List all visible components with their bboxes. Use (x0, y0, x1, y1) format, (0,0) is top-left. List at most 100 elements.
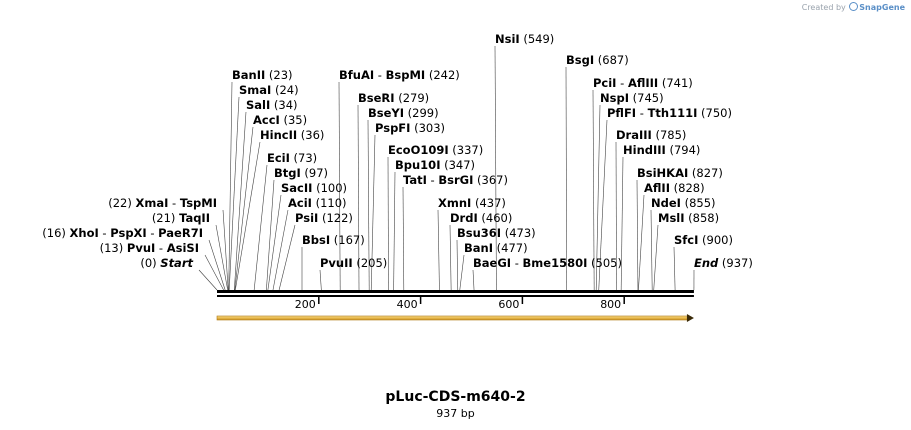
enzyme-name-baegi: BaeGI (473, 256, 511, 270)
connector-nspi (595, 104, 601, 291)
site-position-aflii: (828) (670, 181, 705, 195)
site-label-hincii[interactable]: HincII (36) (260, 128, 324, 142)
site-position-sali: (34) (270, 98, 297, 112)
connector-ecoo109i (387, 156, 389, 291)
site-label-bseyi[interactable]: BseYI (299) (368, 106, 439, 120)
site-position-sfci: (900) (698, 233, 733, 247)
enzyme-name-afliii: AflIII (628, 76, 658, 90)
connector-sali (234, 111, 247, 291)
enzyme-name-ecii: EciI (267, 151, 290, 165)
site-label-ecii[interactable]: EciI (73) (267, 151, 317, 165)
sequence-length: 937 bp (436, 407, 475, 420)
enzyme-name-msli: MslI (658, 211, 685, 225)
site-position-bfuai-bspmi: (242) (425, 68, 460, 82)
site-label-sfci[interactable]: SfcI (900) (674, 233, 733, 247)
connector-pvui-asisi (204, 254, 224, 291)
site-label-tati-bsrgi[interactable]: TatI - BsrGI (367) (403, 173, 508, 187)
site-position-bsgi: (687) (594, 53, 629, 67)
site-position-xhoi-pspxi-paer7i: (16) (42, 226, 69, 240)
sequence-name: pLuc-CDS-m640-2 (385, 389, 526, 405)
site-label-pvui-asisi[interactable]: (13) PvuI - AsiSI (100, 241, 199, 255)
site-label-psii[interactable]: PsiI (122) (295, 211, 353, 225)
axis-tick-label-800: 800 (600, 298, 621, 311)
site-label-nsii[interactable]: NsiI (549) (495, 32, 554, 46)
site-label-start[interactable]: (0) Start (140, 256, 193, 270)
site-position-pcii-afliii: (741) (658, 76, 693, 90)
site-label-ecoo109i[interactable]: EcoO109I (337) (388, 143, 483, 157)
site-label-aflii[interactable]: AflII (828) (644, 181, 705, 195)
connector-acii (272, 209, 289, 291)
enzyme-name-tati: TatI (403, 173, 427, 187)
axis-tick-label-400: 400 (397, 298, 418, 311)
site-label-smai[interactable]: SmaI (24) (239, 83, 299, 97)
enzyme-name-aflii: AflII (644, 181, 670, 195)
connector-acci (234, 126, 254, 291)
site-label-xhoi-pspxi-paer7i[interactable]: (16) XhoI - PspXI - PaeR7I (42, 226, 203, 240)
site-label-bbsi[interactable]: BbsI (167) (302, 233, 365, 247)
enzyme-name-ndei: NdeI (651, 196, 681, 210)
site-position-nsii: (549) (520, 32, 555, 46)
cds-feature-bar[interactable] (216, 315, 689, 321)
connector-aflii (638, 194, 645, 291)
site-label-bsgi[interactable]: BsgI (687) (566, 53, 629, 67)
enzyme-name-pvui: PvuI (127, 241, 155, 255)
site-label-baegi-bme1580i[interactable]: BaeGI - Bme1580I (505) (473, 256, 622, 270)
site-label-xmni[interactable]: XmnI (437) (438, 196, 506, 210)
site-position-tati-bsrgi: (367) (473, 173, 508, 187)
enzyme-name-acci: AccI (253, 113, 280, 127)
site-label-bsihkai[interactable]: BsiHKAI (827) (637, 166, 723, 180)
site-separator: - (616, 76, 627, 90)
connector-taqii (215, 224, 228, 291)
site-label-end[interactable]: End (937) (694, 256, 753, 270)
enzyme-name-bseyi: BseYI (368, 106, 404, 120)
site-label-banii[interactable]: BanII (23) (232, 68, 293, 82)
site-label-nspi[interactable]: NspI (745) (600, 91, 664, 105)
site-label-pflfi-tth111i[interactable]: PflFI - Tth111I (750) (607, 106, 732, 120)
connector-msli (653, 224, 659, 291)
site-label-sali[interactable]: SalI (34) (246, 98, 298, 112)
enzyme-name-xmni: XmnI (438, 196, 471, 210)
cds-feature[interactable] (216, 314, 694, 322)
site-label-bani[interactable]: BanI (477) (464, 241, 528, 255)
site-position-btgi: (97) (301, 166, 328, 180)
site-label-bpu10i[interactable]: Bpu10I (347) (395, 158, 475, 172)
site-position-bsihkai: (827) (688, 166, 723, 180)
connector-nsii (494, 45, 497, 291)
connector-pflfi-tth111i (598, 119, 608, 291)
connector-bsgi (565, 66, 567, 291)
site-label-pcii-afliii[interactable]: PciI - AflIII (741) (593, 76, 693, 90)
site-position-taqii: (21) (152, 211, 179, 225)
connector-bseyi (367, 119, 370, 291)
site-label-acci[interactable]: AccI (35) (253, 113, 307, 127)
site-label-acii[interactable]: AciI (110) (288, 196, 347, 210)
site-label-hindiii[interactable]: HindIII (794) (623, 143, 700, 157)
site-position-ecii: (73) (290, 151, 317, 165)
enzyme-name-xhoi: XhoI (70, 226, 99, 240)
site-separator: - (636, 106, 647, 120)
connector-smai (228, 96, 240, 291)
site-label-xmai-tspmi[interactable]: (22) XmaI - TspMI (108, 196, 217, 210)
site-label-taqii[interactable]: (21) TaqII (152, 211, 210, 225)
site-label-msli[interactable]: MslI (858) (658, 211, 719, 225)
site-label-pvuii[interactable]: PvuII (205) (320, 256, 387, 270)
site-label-bseri[interactable]: BseRI (279) (358, 91, 429, 105)
site-label-pspfi[interactable]: PspFI (303) (375, 121, 445, 135)
connector-drdi (449, 224, 452, 291)
site-position-hincii: (36) (297, 128, 324, 142)
site-label-draiii[interactable]: DraIII (785) (616, 128, 686, 142)
site-label-bsu36i[interactable]: Bsu36I (473) (457, 226, 536, 240)
site-separator: - (374, 68, 385, 82)
site-position-bani: (477) (493, 241, 528, 255)
site-separator: - (155, 241, 166, 255)
site-label-ndei[interactable]: NdeI (855) (651, 196, 716, 210)
connector-sfci (673, 246, 676, 291)
enzyme-name-bani: BanI (464, 241, 493, 255)
site-position-pvui-asisi: (13) (100, 241, 127, 255)
site-label-btgi[interactable]: BtgI (97) (274, 166, 328, 180)
connector-btgi (266, 179, 275, 291)
site-position-baegi-bme1580i: (505) (587, 256, 622, 270)
site-label-drdi[interactable]: DrdI (460) (450, 211, 512, 225)
site-label-sacii[interactable]: SacII (100) (281, 181, 347, 195)
site-label-bfuai-bspmi[interactable]: BfuAI - BspMI (242) (339, 68, 460, 82)
connector-xmni (437, 209, 440, 291)
